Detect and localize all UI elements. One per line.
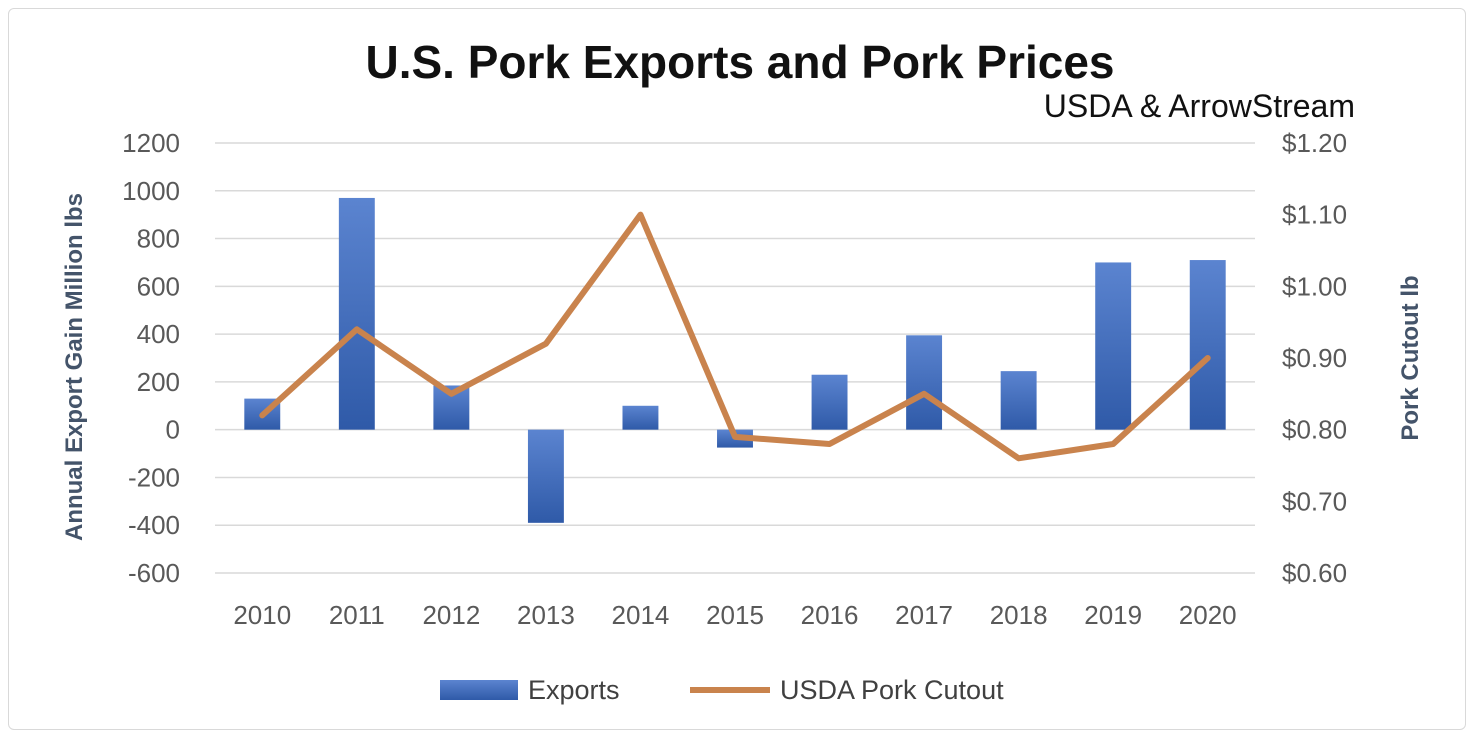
x-tick-label: 2012 xyxy=(422,600,480,630)
left-axis-title: Annual Export Gain Million lbs xyxy=(61,193,88,541)
legend-label-exports: Exports xyxy=(528,675,620,705)
left-tick-label: 400 xyxy=(137,319,180,349)
x-axis-ticks: 2010 2011 2012 2013 2014 2015 2016 2017 2018 2019… xyxy=(233,600,1236,630)
legend: Exports USDA Pork Cutout xyxy=(440,675,1004,705)
left-tick-label: -600 xyxy=(128,558,180,588)
x-tick-label: 2020 xyxy=(1179,600,1237,630)
legend-label-cutout: USDA Pork Cutout xyxy=(780,675,1004,705)
bar-exports xyxy=(527,429,564,523)
left-tick-label: 200 xyxy=(137,367,180,397)
right-tick-label: $0.70 xyxy=(1282,486,1347,516)
x-tick-label: 2013 xyxy=(517,600,575,630)
bar-exports xyxy=(811,374,848,430)
x-tick-label: 2017 xyxy=(895,600,953,630)
legend-swatch-exports xyxy=(440,680,518,700)
bar-exports xyxy=(338,197,375,430)
right-tick-label: $0.90 xyxy=(1282,343,1347,373)
right-axis-ticks: $1.20 $1.10 $1.00 $0.90 $0.80 $0.70 $0.60 xyxy=(1282,128,1347,588)
x-tick-label: 2016 xyxy=(801,600,859,630)
left-tick-label: 800 xyxy=(137,224,180,254)
x-tick-label: 2015 xyxy=(706,600,764,630)
bar-exports xyxy=(1189,260,1226,430)
bar-exports xyxy=(622,405,659,430)
bar-exports xyxy=(1095,262,1132,430)
bar-exports xyxy=(906,335,943,430)
left-tick-label: -200 xyxy=(128,462,180,492)
line-usda-pork-cutout xyxy=(259,211,1211,462)
x-tick-label: 2018 xyxy=(990,600,1048,630)
right-tick-label: $1.10 xyxy=(1282,200,1347,230)
chart-subtitle: USDA & ArrowStream xyxy=(1044,88,1355,124)
left-tick-label: 1200 xyxy=(122,128,180,158)
left-axis-ticks: 1200 1000 800 600 400 200 0 -200 -400 -600 xyxy=(122,128,180,588)
exports-bars xyxy=(244,197,1226,523)
bar-exports xyxy=(1000,371,1037,430)
left-tick-label: 600 xyxy=(137,271,180,301)
right-tick-label: $0.80 xyxy=(1282,415,1347,445)
right-tick-label: $1.00 xyxy=(1282,271,1347,301)
right-tick-label: $1.20 xyxy=(1282,128,1347,158)
right-tick-label: $0.60 xyxy=(1282,558,1347,588)
x-tick-label: 2019 xyxy=(1084,600,1142,630)
chart-title: U.S. Pork Exports and Pork Prices xyxy=(365,36,1114,88)
left-tick-label: -400 xyxy=(128,510,180,540)
left-tick-label: 1000 xyxy=(122,176,180,206)
gridlines xyxy=(215,142,1255,574)
pork-cutout-line xyxy=(259,211,1211,462)
x-tick-label: 2011 xyxy=(329,600,385,630)
x-tick-label: 2014 xyxy=(612,600,670,630)
x-tick-label: 2010 xyxy=(233,600,291,630)
right-axis-title: Pork Cutout lb xyxy=(1397,275,1424,440)
left-tick-label: 0 xyxy=(166,415,180,445)
